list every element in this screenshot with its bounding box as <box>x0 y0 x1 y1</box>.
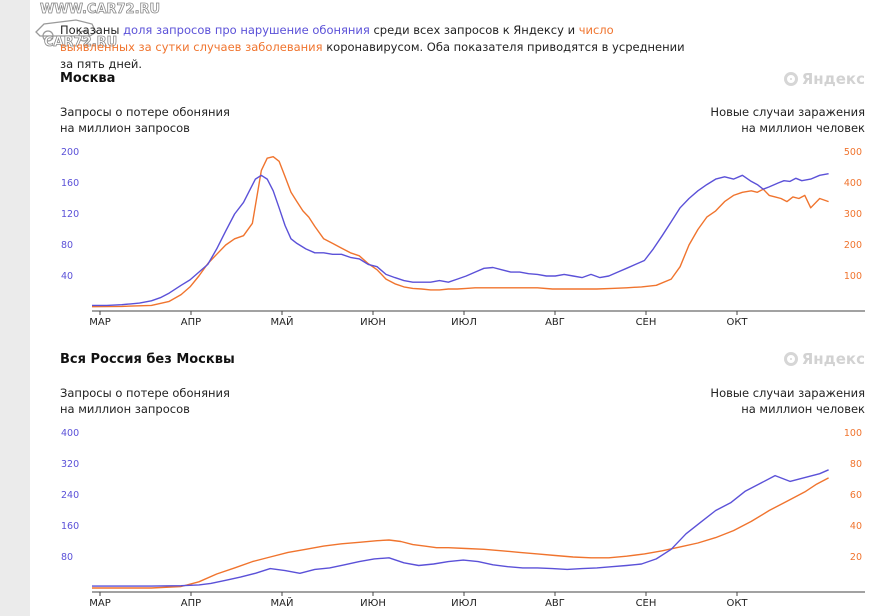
right-tick-label: 80 <box>850 459 862 470</box>
queries-link[interactable]: доля запросов про нарушение обоняния <box>123 23 370 37</box>
x-tick-label: МАЙ <box>271 596 294 609</box>
series-line-cases <box>91 155 829 308</box>
right-tick-label: 400 <box>844 178 862 189</box>
left-tick-label: 80 <box>61 552 73 563</box>
x-tick-label: ИЮН <box>360 598 386 609</box>
chart-russia: МАР АПР МАЙ ИЮН ИЮЛ АВГ СЕН ОКТ 80 160 240 320 400 20… <box>61 428 865 609</box>
right-tick-label: 200 <box>844 240 862 251</box>
watermark-text-bottom: CAR72.RU <box>44 35 117 50</box>
x-tick-label: ИЮЛ <box>451 317 477 328</box>
x-tick-label: ИЮЛ <box>451 598 477 609</box>
x-tick-label: МАЙ <box>271 315 294 328</box>
intro-text: Показаны доля запросов про нарушение обо… <box>60 23 685 71</box>
right-tick-label: 500 <box>844 147 862 158</box>
left-tick-label: 160 <box>61 178 79 189</box>
right-tick-label: 60 <box>850 490 862 501</box>
right-axis-label: Новые случаи заражения на миллион человек <box>710 386 865 416</box>
right-tick-label: 300 <box>844 209 862 220</box>
cases-link[interactable]: число выявленных за сутки случаев заболе… <box>60 23 614 54</box>
yandex-logo-icon <box>783 352 798 366</box>
chart-moscow: МАР АПР МАЙ ИЮН ИЮЛ АВГ СЕН ОКТ 40 80 120 160 200 100… <box>61 147 865 328</box>
yandex-logo: Яндекс <box>783 350 865 368</box>
x-tick-label: АВГ <box>545 598 565 609</box>
page: WWW.CAR72.RU CAR72.RU Показаны доля запро… <box>30 0 878 616</box>
x-tick-label: СЕН <box>636 317 657 328</box>
watermark-text-top: WWW.CAR72.RU <box>40 2 160 17</box>
x-tick-label: АПР <box>181 317 201 328</box>
right-tick-label: 20 <box>850 552 862 563</box>
x-tick-label: ОКТ <box>726 598 748 609</box>
left-tick-label: 80 <box>61 240 73 251</box>
right-axis-label: Новые случаи заражения на миллион человек <box>710 105 865 135</box>
left-tick-label: 200 <box>61 147 79 158</box>
chart-title-moscow: Москва <box>60 71 116 86</box>
x-tick-label: МАР <box>89 598 111 609</box>
chart-title-russia: Вся Россия без Москвы <box>60 352 235 367</box>
x-tick-label: ИЮН <box>360 317 386 328</box>
left-tick-label: 120 <box>61 209 79 220</box>
x-tick-label: СЕН <box>636 598 657 609</box>
watermark-logo: WWW.CAR72.RU CAR72.RU <box>35 2 160 50</box>
left-tick-label: 400 <box>61 428 79 439</box>
yandex-logo: Яндекс <box>783 70 865 88</box>
series-line-queries <box>92 469 829 587</box>
left-axis-label: Запросы о потере обоняния на миллион запр… <box>60 386 230 416</box>
left-axis-label: Запросы о потере обоняния на миллион запр… <box>60 105 230 135</box>
left-tick-label: 40 <box>61 271 73 282</box>
x-tick-label: ОКТ <box>726 317 748 328</box>
right-tick-label: 100 <box>844 428 862 439</box>
x-tick-label: МАР <box>89 317 111 328</box>
x-tick-label: АПР <box>181 598 201 609</box>
x-tick-label: АВГ <box>545 317 565 328</box>
left-tick-label: 320 <box>61 459 79 470</box>
series-line-queries <box>92 173 829 307</box>
series-line-cases <box>92 477 829 589</box>
right-tick-label: 40 <box>850 521 862 532</box>
yandex-logo-icon <box>783 72 798 86</box>
left-tick-label: 240 <box>61 490 79 501</box>
right-tick-label: 100 <box>844 271 862 282</box>
left-tick-label: 160 <box>61 521 79 532</box>
